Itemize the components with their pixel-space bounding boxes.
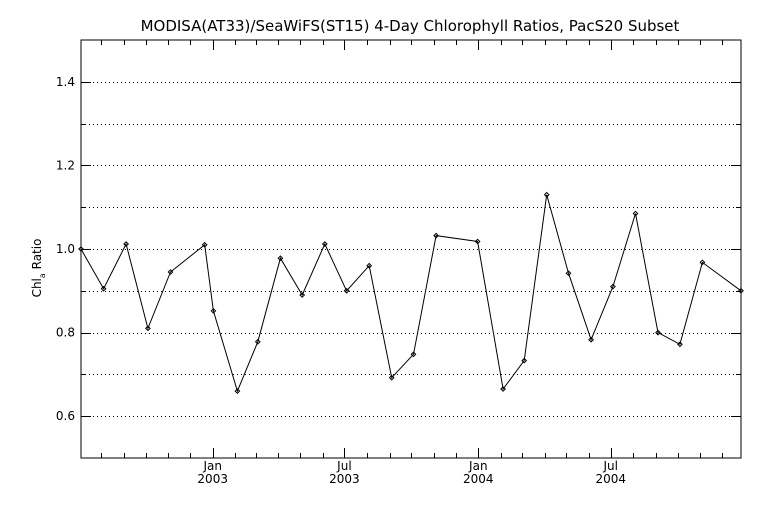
svg-text:Chla Ratio: Chla Ratio: [30, 239, 47, 298]
y-tick-label: 1.4: [56, 75, 75, 89]
data-point: [632, 210, 639, 217]
x-tick-label-year: 2004: [595, 472, 626, 486]
data-point: [676, 341, 683, 348]
data-point: [543, 191, 550, 198]
data-point: [699, 259, 706, 266]
data-point: [144, 325, 151, 332]
data-point: [366, 262, 373, 269]
x-tick-label-year: 2004: [463, 472, 494, 486]
data-point: [565, 270, 572, 277]
data-point: [655, 329, 661, 336]
data-point: [343, 287, 350, 294]
data-point: [123, 241, 130, 247]
data-point: [234, 388, 241, 395]
x-tick-label-year: 2003: [329, 472, 360, 486]
plot-frame: [80, 39, 742, 459]
axis-ticks: [81, 40, 741, 458]
y-axis-label: Chla Ratio: [30, 239, 47, 298]
y-axis-label-subscript: a: [38, 273, 47, 278]
series-line: [80, 194, 742, 393]
data-point: [167, 269, 174, 275]
data-point: [299, 292, 306, 298]
data-point: [410, 351, 417, 358]
data-point: [254, 338, 261, 345]
y-tick-label: 1.0: [56, 242, 75, 256]
y-axis-label-rest: Ratio: [30, 239, 44, 274]
x-tick-label-month: Jul: [336, 459, 351, 473]
data-point: [433, 232, 440, 239]
data-point: [588, 336, 595, 343]
data-point: [100, 285, 107, 292]
y-axis-label-main: Chl: [30, 278, 44, 297]
series-group: [78, 191, 744, 395]
chart-title: MODISA(AT33)/SeaWiFS(ST15) 4-Day Chlorop…: [141, 17, 680, 35]
data-point: [321, 241, 328, 247]
data-point: [474, 238, 481, 245]
y-tick-label: 0.8: [56, 326, 75, 340]
y-tick-labels: 0.6 0.8 1.0 1.2 1.4: [56, 75, 75, 423]
data-point: [201, 241, 208, 248]
data-point: [500, 386, 507, 392]
data-point: [388, 374, 395, 381]
y-tick-label: 0.6: [56, 409, 75, 423]
data-point: [210, 307, 217, 314]
x-tick-label-year: 2003: [197, 472, 228, 486]
y-tick-label: 1.2: [56, 158, 75, 172]
x-tick-label-month: Jan: [468, 459, 488, 473]
data-point: [521, 357, 528, 364]
x-tick-label-month: Jul: [603, 459, 618, 473]
data-point: [277, 255, 284, 262]
x-tick-label-month: Jan: [202, 459, 222, 473]
data-point: [609, 283, 616, 290]
